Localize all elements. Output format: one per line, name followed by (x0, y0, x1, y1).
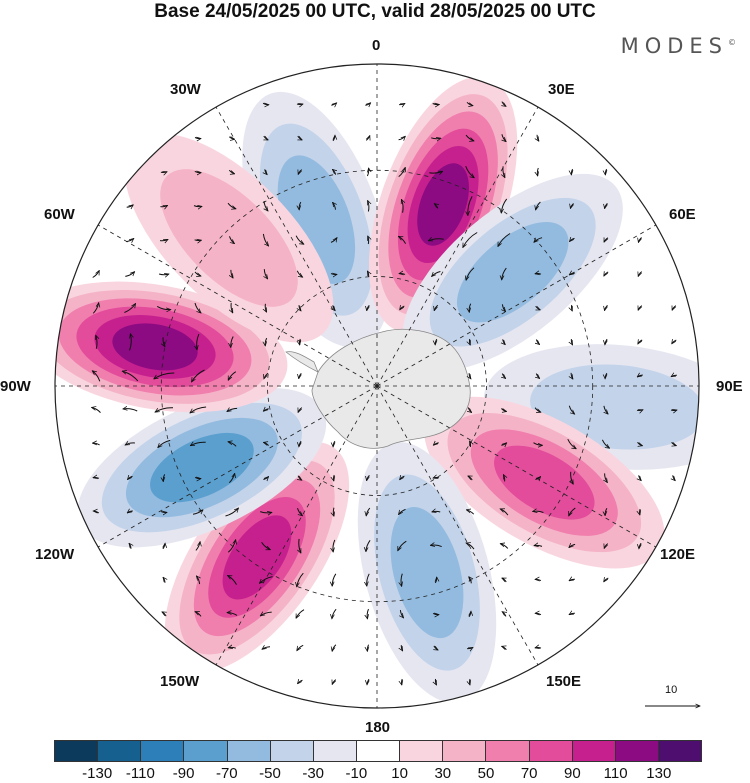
lon-label-180: 180 (365, 719, 390, 736)
colorbar-tick-label: -30 (302, 765, 324, 782)
colorbar-bin (530, 741, 573, 761)
colorbar-tick-label: 110 (604, 765, 628, 782)
colorbar-bin (228, 741, 271, 761)
lon-label-30e: 30E (548, 81, 575, 98)
lon-label-120e: 120E (660, 546, 695, 563)
colorbar-bin (486, 741, 529, 761)
lon-label-90e: 90E (716, 378, 743, 395)
lon-label-150w: 150W (160, 673, 199, 690)
map-title: Base 24/05/2025 00 UTC, valid 28/05/2025… (0, 0, 750, 24)
colorbar-bin (314, 741, 357, 761)
colorbar-tick-label: 130 (646, 765, 671, 782)
colorbar-tick-label: -110 (126, 765, 155, 782)
vector-scale-label: 10 (665, 684, 677, 696)
colorbar-tick-label: -130 (82, 765, 112, 782)
colorbar-bin (184, 741, 227, 761)
colorbar-tick-label: 10 (391, 765, 408, 782)
colorbar-tick-label: 50 (478, 765, 495, 782)
colorbar-bin (443, 741, 486, 761)
lon-label-60w: 60W (44, 206, 75, 223)
colorbar-tick-label: 90 (564, 765, 581, 782)
colorbar-ticks: -130 -110 -90 -70 -50 -30 -10 10 30 50 70 90 110 130 (0, 765, 750, 783)
colorbar-bin (357, 741, 400, 761)
lon-label-90w: 90W (0, 378, 31, 395)
lon-label-150e: 150E (546, 673, 581, 690)
colorbar-tick-label: 70 (521, 765, 538, 782)
colorbar-bin (573, 741, 616, 761)
colorbar-bin (659, 741, 701, 761)
colorbar-tick-label: -90 (173, 765, 195, 782)
colorbar-tick-label: -10 (346, 765, 368, 782)
colorbar-bin (616, 741, 659, 761)
wind-vector (433, 478, 439, 479)
colorbar-bin (98, 741, 141, 761)
colorbar-tick-label: -70 (216, 765, 238, 782)
colorbar-bin (400, 741, 443, 761)
lon-label-30w: 30W (170, 81, 201, 98)
colorbar (54, 740, 702, 762)
lon-label-120w: 120W (35, 546, 74, 563)
modes-logo: MODES© (621, 34, 736, 58)
wind-vector (640, 509, 641, 515)
lon-label-60e: 60E (669, 206, 696, 223)
colorbar-bin (55, 741, 98, 761)
colorbar-bin (141, 741, 184, 761)
lon-label-0: 0 (372, 37, 380, 54)
wind-vector (535, 648, 541, 649)
colorbar-tick-label: -50 (259, 765, 281, 782)
colorbar-tick-label: 30 (434, 765, 451, 782)
colorbar-bin (271, 741, 314, 761)
